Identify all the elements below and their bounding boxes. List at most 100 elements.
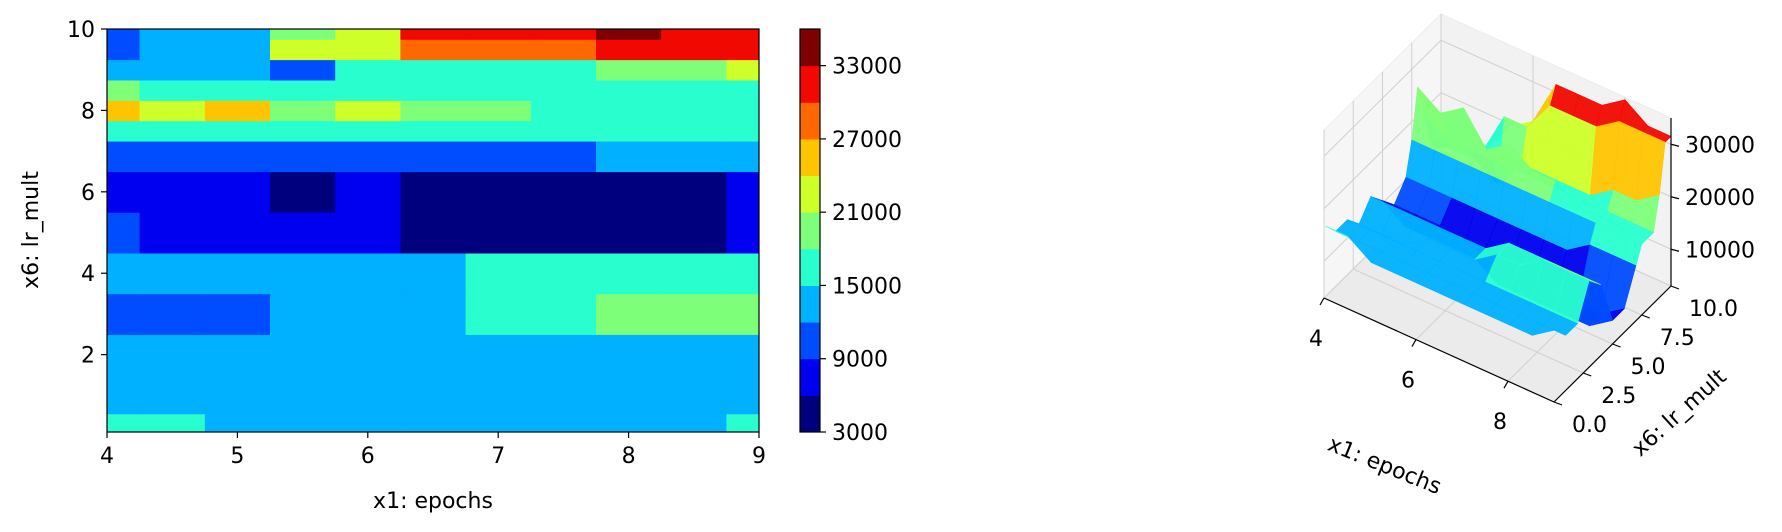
surface-x-tick-label: 4 xyxy=(1309,327,1323,352)
contour-cell xyxy=(726,100,759,122)
contour-cell xyxy=(335,29,401,40)
contour-cell xyxy=(335,171,401,213)
contour-cell xyxy=(530,171,597,213)
contour-cell xyxy=(139,293,206,335)
contour-cell xyxy=(465,375,532,415)
contour-cell xyxy=(596,413,662,432)
contour-cell xyxy=(107,375,141,415)
contour-cell xyxy=(596,252,662,295)
surface-x-tick-label: 6 xyxy=(1401,369,1415,394)
contour-cell xyxy=(530,140,597,173)
grid-line xyxy=(1353,268,1584,374)
contour-cell xyxy=(596,100,662,122)
contour-cell xyxy=(139,413,206,432)
colorbar-band xyxy=(800,395,820,433)
contour-cell xyxy=(139,79,206,101)
contour-cell xyxy=(596,140,662,173)
colorbar-band xyxy=(800,29,820,67)
colorbar-band xyxy=(800,65,820,103)
contour-cell xyxy=(530,212,597,254)
contour-cell xyxy=(270,79,336,101)
surface-x-label: x1: epochs xyxy=(1324,432,1445,500)
contour-cell xyxy=(270,100,336,122)
colorbar-tick-label: 3000 xyxy=(832,421,888,446)
contour-cell xyxy=(139,100,206,122)
colorbar-tick-label: 21000 xyxy=(832,201,902,226)
contour-cell xyxy=(139,140,206,173)
contour-cell xyxy=(726,39,759,61)
contour-cell xyxy=(530,120,597,142)
contour-cell xyxy=(139,171,206,213)
surface-x-tick-label: 8 xyxy=(1493,410,1507,435)
contour-cell xyxy=(335,334,401,376)
surface-x-tick-mark xyxy=(1319,297,1325,306)
contour-fill xyxy=(107,29,759,432)
contour-cell xyxy=(139,212,206,254)
colorbar-tick-label: 33000 xyxy=(832,55,902,80)
contour-cell xyxy=(204,29,271,40)
contour-cell xyxy=(596,39,662,61)
contour-cell xyxy=(661,293,727,335)
contour-cell xyxy=(530,375,597,415)
contour-cell xyxy=(335,293,401,335)
contour-cell xyxy=(335,212,401,254)
x-tick-label: 9 xyxy=(752,444,766,469)
contour-y-ticks: 2 4 6 8 10 xyxy=(67,18,107,369)
contour-cell xyxy=(661,120,727,142)
contour-cell xyxy=(107,293,141,335)
surface-y-tick-mark xyxy=(1641,314,1650,319)
colorbar-tick-label: 15000 xyxy=(832,274,902,299)
contour-cell xyxy=(270,29,336,40)
contour-cell xyxy=(204,334,271,376)
contour-cell xyxy=(204,100,271,122)
contour-cell xyxy=(661,140,727,173)
contour-cell xyxy=(107,334,141,376)
contour-cell xyxy=(726,29,759,40)
contour-cell xyxy=(335,120,401,142)
contour-cell xyxy=(270,171,336,213)
contour-cell xyxy=(530,413,597,432)
contour-cell xyxy=(596,79,662,101)
x-tick-label: 6 xyxy=(361,444,375,469)
contour-plot: 4 5 6 7 8 9 2 4 6 8 10 x1: epochs x6: lr_mult xyxy=(19,18,766,514)
surface-y-tick-mark xyxy=(1612,343,1621,348)
surface-z-tick-mark xyxy=(1670,248,1680,252)
contour-cell xyxy=(596,293,662,335)
surface-y-tick-label: 0.0 xyxy=(1572,413,1607,438)
x-tick-label: 4 xyxy=(100,444,114,469)
contour-cell xyxy=(139,375,206,415)
y-tick-label: 10 xyxy=(67,18,95,43)
contour-cell xyxy=(335,59,401,81)
contour-cell xyxy=(726,171,759,213)
y-tick-label: 2 xyxy=(81,344,95,369)
contour-cell xyxy=(335,140,401,173)
colorbar-fill xyxy=(800,29,820,433)
surface-x-tick-mark xyxy=(1411,339,1417,347)
x-tick-label: 5 xyxy=(230,444,244,469)
contour-cell xyxy=(726,212,759,254)
surface-z-tick-label: 30000 xyxy=(1685,133,1755,158)
colorbar: 3000 9000 15000 21000 27000 33000 xyxy=(799,28,902,446)
contour-cell xyxy=(530,79,597,101)
contour-cell xyxy=(465,79,532,101)
contour-cell xyxy=(596,212,662,254)
surface-ticks: 4 6 8 0.0 2.5 5.0 7.5 10.0 10000 20000 30000 xyxy=(1309,133,1755,438)
contour-cell xyxy=(465,59,532,81)
surface-z-tick-mark xyxy=(1670,196,1680,200)
contour-cell xyxy=(139,39,206,61)
colorbar-ticks: 3000 9000 15000 21000 27000 33000 xyxy=(820,55,902,446)
contour-cell xyxy=(139,29,206,40)
contour-cell xyxy=(400,212,467,254)
contour-cell xyxy=(465,120,532,142)
contour-cell xyxy=(400,29,467,40)
contour-cell xyxy=(270,375,336,415)
contour-cell xyxy=(107,413,141,432)
surface-y-tick-mark xyxy=(1583,372,1592,377)
contour-cell xyxy=(270,39,336,61)
colorbar-band xyxy=(800,175,820,213)
contour-cell xyxy=(726,334,759,376)
contour-cell xyxy=(465,140,532,173)
contour-cell xyxy=(204,212,271,254)
contour-cell xyxy=(465,252,532,295)
